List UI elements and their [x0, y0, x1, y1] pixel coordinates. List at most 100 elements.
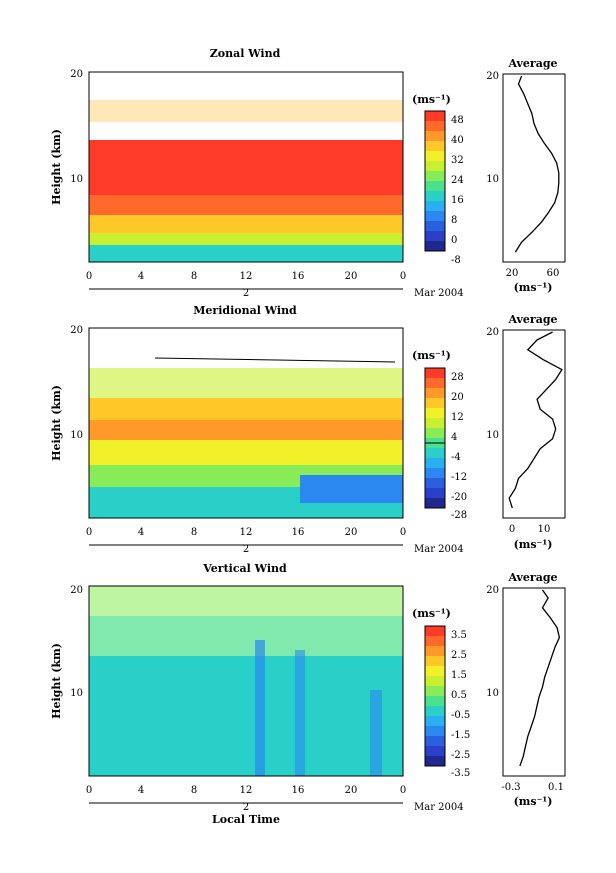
x-tick-label: 0	[86, 785, 92, 796]
colorbar	[424, 110, 446, 252]
colorbar-cell	[425, 231, 445, 241]
plot-frame	[88, 585, 404, 777]
colorbar-cell	[425, 478, 445, 488]
colorbar-cell	[425, 468, 445, 478]
colorbar-cell	[425, 221, 445, 231]
x-tick-label: 4	[138, 527, 144, 538]
x-tick-label: 0	[400, 271, 406, 282]
colorbar-tick: -0.5	[451, 710, 470, 721]
colorbar-tick: -28	[451, 510, 467, 521]
heatmap	[89, 72, 403, 262]
chart-title: Meridional Wind	[193, 304, 297, 317]
colorbar-cell	[425, 448, 445, 458]
average-x-tick: 0.1	[548, 782, 564, 793]
heatmap-band	[89, 440, 403, 465]
colorbar-cell	[425, 211, 445, 221]
colorbar-cell	[425, 201, 445, 211]
colorbar-tick: 3.5	[451, 630, 467, 641]
date-label: Mar 2004	[414, 802, 464, 813]
heatmap-band	[295, 650, 305, 776]
x-tick-label: 16	[292, 785, 305, 796]
heatmap-band	[89, 328, 403, 368]
colorbar-cell	[425, 131, 445, 141]
average-y-tick: 20	[486, 585, 499, 596]
colorbar-cell	[425, 121, 445, 131]
colorbar-cell	[425, 171, 445, 181]
colorbar-tick: 12	[451, 412, 464, 423]
average-y-tick: 20	[486, 327, 499, 338]
colorbar-tick: 8	[451, 215, 457, 226]
contour-line	[154, 357, 396, 363]
colorbar-tick: 24	[451, 175, 464, 186]
colorbar-cell	[425, 398, 445, 408]
colorbar-cell	[425, 696, 445, 706]
heatmap-band	[89, 215, 403, 233]
colorbar	[424, 625, 446, 767]
y-tick-label: 20	[70, 325, 83, 336]
colorbar-cell	[425, 241, 445, 251]
colorbar-tick: 32	[451, 155, 464, 166]
colorbar-tick: 2.5	[451, 650, 467, 661]
average-x-tick: 10	[538, 524, 551, 535]
y-axis-label: Height (km)	[50, 129, 63, 205]
colorbar-tick: -20	[451, 492, 467, 503]
average-frame	[502, 329, 566, 519]
x-tick-label: 0	[400, 527, 406, 538]
colorbar-cell	[425, 378, 445, 388]
colorbar-cell	[425, 756, 445, 766]
colorbar-cell	[425, 686, 445, 696]
x-tick-label: 4	[138, 785, 144, 796]
heatmap-band	[370, 690, 382, 776]
heatmap	[89, 586, 403, 776]
colorbar-tick: 0.5	[451, 690, 467, 701]
colorbar-cell	[425, 666, 445, 676]
colorbar-cell	[425, 646, 445, 656]
x-tick-label: 20	[345, 785, 358, 796]
average-y-tick: 10	[486, 430, 499, 441]
colorbar-unit: (ms⁻¹)	[412, 607, 451, 620]
average-title: Average	[507, 57, 557, 70]
colorbar-cell	[425, 428, 445, 438]
colorbar-tick: 40	[451, 135, 464, 146]
x-tick-label: 8	[191, 271, 197, 282]
y-tick-label: 20	[70, 585, 83, 596]
average-x-tick: -0.3	[501, 782, 520, 793]
heatmap-band	[89, 245, 403, 262]
heatmap-band	[89, 656, 403, 776]
average-title: Average	[507, 571, 557, 584]
x-tick-label: 20	[345, 527, 358, 538]
colorbar-cell	[425, 458, 445, 468]
colorbar-cell	[425, 676, 445, 686]
colorbar-cell	[425, 408, 445, 418]
average-profile-line	[519, 589, 561, 767]
x-tick-label: 8	[191, 527, 197, 538]
y-tick-label: 10	[70, 174, 83, 185]
average-frame	[502, 73, 566, 263]
average-profile-line	[508, 331, 563, 509]
colorbar-tick: -3.5	[451, 768, 470, 779]
colorbar-tick: 0	[451, 235, 457, 246]
colorbar-cell	[425, 706, 445, 716]
colorbar-cell	[425, 626, 445, 636]
heatmap-band	[89, 72, 403, 100]
y-tick-label: 20	[70, 69, 83, 80]
x-tick-label: 20	[345, 271, 358, 282]
colorbar-cell	[425, 716, 445, 726]
average-unit: (ms⁻¹)	[514, 281, 553, 294]
colorbar-cell	[425, 498, 445, 508]
average-unit: (ms⁻¹)	[514, 795, 553, 808]
x-tick-label: 16	[292, 527, 305, 538]
colorbar-cell	[425, 181, 445, 191]
colorbar-cell	[425, 388, 445, 398]
colorbar-cell	[425, 656, 445, 666]
y-tick-label: 10	[70, 430, 83, 441]
heatmap-band	[89, 586, 403, 616]
day-label: 2	[243, 288, 249, 299]
heatmap-band	[89, 233, 403, 245]
colorbar-cell	[425, 636, 445, 646]
x-tick-label: 12	[240, 785, 253, 796]
colorbar-tick: -4	[451, 452, 461, 463]
colorbar-cell	[425, 191, 445, 201]
average-x-tick: 60	[547, 268, 560, 279]
